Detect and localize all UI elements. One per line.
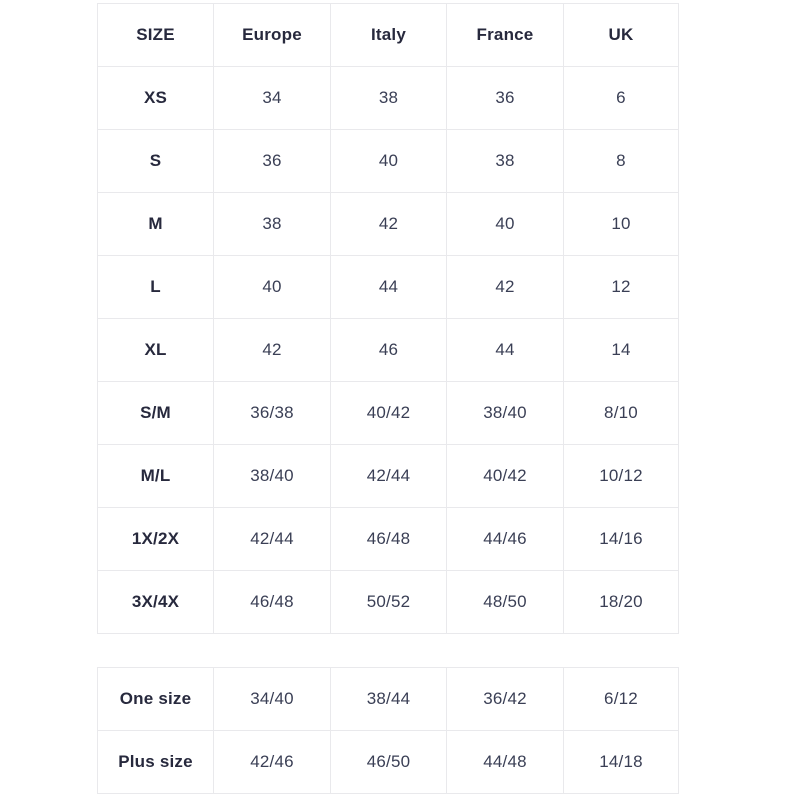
cell-france: 40 <box>446 192 564 256</box>
cell-france: 40/42 <box>446 444 564 508</box>
cell-france: 36/42 <box>446 667 564 731</box>
column-header-italy: Italy <box>330 3 447 67</box>
cell-italy: 46 <box>330 318 447 382</box>
row-label: M/L <box>97 444 214 508</box>
cell-uk: 10/12 <box>563 444 679 508</box>
table-row: S 36 40 38 8 <box>97 129 679 193</box>
row-label: M <box>97 192 214 256</box>
cell-france: 38/40 <box>446 381 564 445</box>
one-size-conversion-table: One size 34/40 38/44 36/42 6/12 Plus siz… <box>97 667 679 794</box>
cell-italy: 38 <box>330 66 447 130</box>
row-label: L <box>97 255 214 319</box>
cell-france: 44 <box>446 318 564 382</box>
cell-uk: 14 <box>563 318 679 382</box>
cell-europe: 42 <box>213 318 331 382</box>
cell-uk: 18/20 <box>563 570 679 634</box>
column-header-france: France <box>446 3 564 67</box>
cell-uk: 8 <box>563 129 679 193</box>
cell-italy: 40 <box>330 129 447 193</box>
table-body: XS 34 38 36 6 S 36 40 38 8 M 38 42 40 10 <box>97 66 679 634</box>
table-row: Plus size 42/46 46/50 44/48 14/18 <box>97 730 679 794</box>
cell-europe: 42/46 <box>213 730 331 794</box>
table-row: S/M 36/38 40/42 38/40 8/10 <box>97 381 679 445</box>
row-label: Plus size <box>97 730 214 794</box>
cell-europe: 36/38 <box>213 381 331 445</box>
table-row: One size 34/40 38/44 36/42 6/12 <box>97 667 679 731</box>
cell-italy: 40/42 <box>330 381 447 445</box>
table-row: 1X/2X 42/44 46/48 44/46 14/16 <box>97 507 679 571</box>
cell-uk: 10 <box>563 192 679 256</box>
cell-europe: 46/48 <box>213 570 331 634</box>
cell-uk: 14/16 <box>563 507 679 571</box>
row-label: One size <box>97 667 214 731</box>
cell-uk: 14/18 <box>563 730 679 794</box>
cell-italy: 46/50 <box>330 730 447 794</box>
table-header: SIZE Europe Italy France UK <box>97 3 679 67</box>
cell-italy: 42 <box>330 192 447 256</box>
table-row: XL 42 46 44 14 <box>97 318 679 382</box>
cell-uk: 8/10 <box>563 381 679 445</box>
cell-europe: 38/40 <box>213 444 331 508</box>
column-header-size: SIZE <box>97 3 214 67</box>
row-label: S <box>97 129 214 193</box>
table-row: 3X/4X 46/48 50/52 48/50 18/20 <box>97 570 679 634</box>
cell-uk: 6 <box>563 66 679 130</box>
cell-europe: 34 <box>213 66 331 130</box>
cell-europe: 42/44 <box>213 507 331 571</box>
table-body: One size 34/40 38/44 36/42 6/12 Plus siz… <box>97 667 679 794</box>
cell-italy: 38/44 <box>330 667 447 731</box>
cell-italy: 50/52 <box>330 570 447 634</box>
size-conversion-table: SIZE Europe Italy France UK XS 34 38 36 … <box>97 3 679 634</box>
table-row: M/L 38/40 42/44 40/42 10/12 <box>97 444 679 508</box>
column-header-europe: Europe <box>213 3 331 67</box>
cell-uk: 6/12 <box>563 667 679 731</box>
row-label: XL <box>97 318 214 382</box>
table-row: XS 34 38 36 6 <box>97 66 679 130</box>
cell-europe: 36 <box>213 129 331 193</box>
cell-france: 42 <box>446 255 564 319</box>
row-label: S/M <box>97 381 214 445</box>
header-row: SIZE Europe Italy France UK <box>97 3 679 67</box>
cell-italy: 44 <box>330 255 447 319</box>
row-label: 3X/4X <box>97 570 214 634</box>
cell-uk: 12 <box>563 255 679 319</box>
column-header-uk: UK <box>563 3 679 67</box>
table-row: M 38 42 40 10 <box>97 192 679 256</box>
cell-france: 44/46 <box>446 507 564 571</box>
cell-france: 36 <box>446 66 564 130</box>
cell-france: 44/48 <box>446 730 564 794</box>
cell-italy: 42/44 <box>330 444 447 508</box>
row-label: 1X/2X <box>97 507 214 571</box>
cell-italy: 46/48 <box>330 507 447 571</box>
cell-europe: 38 <box>213 192 331 256</box>
table-row: L 40 44 42 12 <box>97 255 679 319</box>
row-label: XS <box>97 66 214 130</box>
cell-europe: 40 <box>213 255 331 319</box>
cell-europe: 34/40 <box>213 667 331 731</box>
cell-france: 38 <box>446 129 564 193</box>
cell-france: 48/50 <box>446 570 564 634</box>
